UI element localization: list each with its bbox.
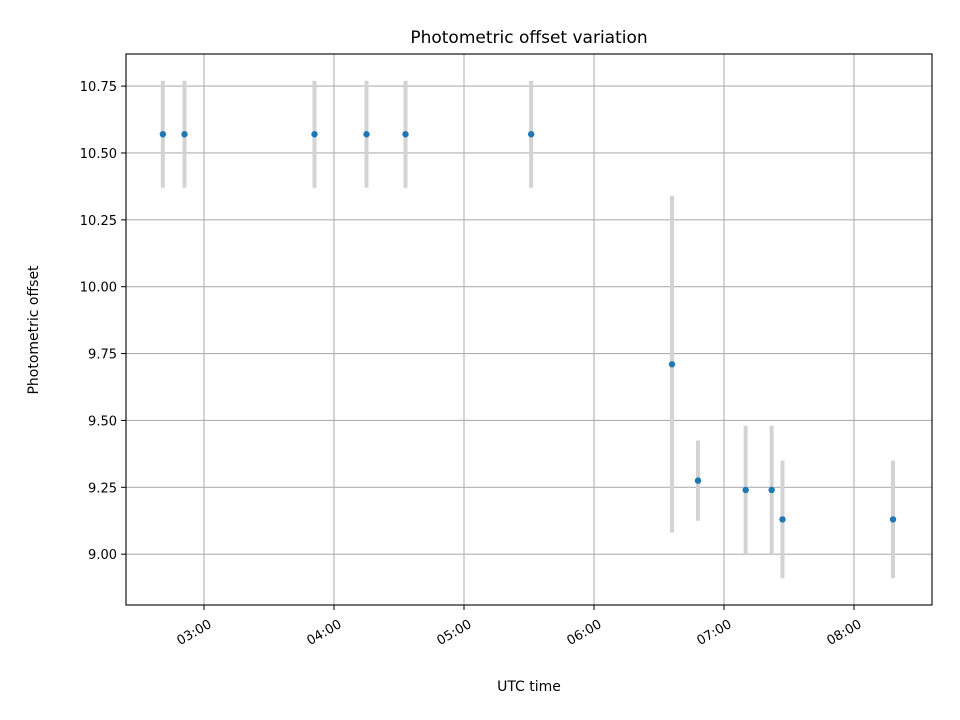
data-point: [159, 131, 167, 138]
data-point: [668, 361, 676, 368]
y-tick-label: 10.50: [80, 147, 117, 162]
data-point: [181, 131, 188, 138]
data-point: [768, 486, 775, 494]
markers-layer: [159, 131, 897, 523]
ticks-layer: 9.00 9.25 9.50 9.75 10.00 10.25 10.50 10.75 03:0…: [80, 80, 865, 649]
data-point: [402, 131, 409, 138]
y-axis-label: Photometric offset: [26, 265, 42, 395]
data-point: [363, 131, 370, 138]
grid-layer: [126, 54, 932, 605]
y-tick-label: 10.75: [80, 80, 117, 95]
y-tick-label: 9.25: [88, 481, 117, 496]
y-tick-label: 10.00: [80, 281, 117, 296]
x-tick-label: 03:00: [174, 617, 214, 649]
x-tick-label: 06:00: [564, 617, 604, 649]
error-bars-layer: [160, 80, 895, 579]
data-point: [527, 131, 535, 138]
data-point: [779, 516, 786, 523]
y-tick-label: 9.75: [88, 348, 117, 363]
x-tick-label: 04:00: [304, 617, 344, 649]
data-point: [889, 516, 897, 523]
chart-title: Photometric offset variation: [410, 28, 647, 48]
x-tick-label: 08:00: [824, 617, 864, 649]
y-tick-label: 9.00: [88, 548, 117, 563]
data-point: [742, 486, 749, 494]
plot-frame: [125, 53, 933, 606]
data-point: [311, 131, 318, 138]
x-tick-label: 07:00: [694, 617, 734, 649]
y-tick-label: 9.50: [88, 414, 117, 429]
x-axis-label: UTC time: [497, 679, 561, 695]
x-tick-label: 05:00: [434, 617, 474, 649]
data-point: [694, 477, 702, 484]
y-tick-label: 10.25: [80, 214, 117, 229]
